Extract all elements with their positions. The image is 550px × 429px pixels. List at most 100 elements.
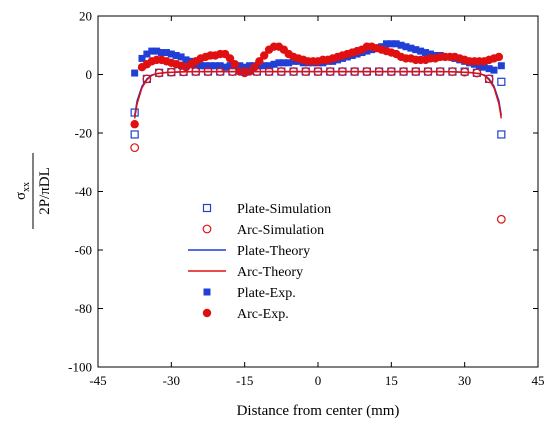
data-point-plate-exp: [197, 62, 205, 70]
data-point-plate-exp: [172, 51, 180, 59]
data-point-plate-exp: [226, 62, 234, 70]
data-point-plate-exp: [162, 49, 170, 57]
y-tick-label: -100: [68, 360, 92, 375]
y-tick-label: -20: [75, 126, 92, 141]
x-axis-title: Distance from center (mm): [237, 403, 400, 419]
data-point-plate-exp: [265, 62, 273, 70]
data-point-plate-exp: [182, 56, 190, 64]
y-axis-title-subscript: xx: [21, 182, 32, 192]
data-point-plate-exp: [143, 50, 151, 58]
data-point-plate-exp: [285, 59, 293, 67]
data-point-plate-exp: [485, 65, 493, 73]
data-point-plate-exp: [422, 49, 430, 57]
y-tick-label: 0: [86, 67, 93, 82]
data-point-plate-exp: [402, 43, 410, 51]
data-point-plate-exp: [148, 47, 156, 55]
data-point-plate-exp: [397, 41, 405, 49]
series-arc-simulation: [130, 67, 506, 224]
legend-label-arc-simulation: Arc-Simulation: [237, 223, 324, 238]
data-point-arc-exp: [494, 52, 504, 62]
data-point-plate-exp: [490, 66, 498, 74]
series-arc-theory: [133, 70, 503, 119]
data-point-plate-exp: [412, 46, 420, 54]
data-point-plate-exp: [246, 62, 254, 70]
data-point-plate-exp: [221, 63, 229, 71]
data-point-plate-exp: [290, 57, 298, 65]
data-point-plate-exp: [216, 62, 224, 70]
x-tick-label: -30: [163, 373, 180, 388]
data-point-plate-exp: [211, 62, 219, 70]
data-point-plate-exp: [417, 47, 425, 55]
y-tick-label: -60: [75, 243, 92, 258]
legend-item-arc-simulation: Arc-Simulation: [202, 223, 324, 238]
data-point-plate-exp: [475, 62, 483, 70]
y-axis-title-denominator: 2P/πDL: [37, 167, 53, 215]
legend-item-arc-theory: Arc-Theory: [188, 265, 303, 280]
data-point-plate-exp: [206, 62, 214, 70]
y-tick-label: -40: [75, 184, 92, 199]
series-line-arc-theory: [133, 70, 503, 119]
legend-item-plate-exp: Plate-Exp.: [203, 286, 296, 301]
legend-marker-arc-exp: [202, 308, 212, 318]
legend-label-arc-theory: Arc-Theory: [237, 265, 303, 280]
x-tick-label: -45: [89, 373, 106, 388]
data-point-plate-exp: [255, 62, 263, 70]
data-point-arc-simulation: [484, 74, 494, 84]
data-point-plate-exp: [153, 47, 161, 55]
data-point-plate-exp: [426, 50, 434, 58]
legend-label-plate-simulation: Plate-Simulation: [237, 202, 331, 217]
series-layer: [130, 40, 506, 224]
axes: -45 -30 -15 0 15 30 45 20 0 -20 -40 -60 -80 -100: [68, 9, 544, 389]
data-point-plate-exp: [497, 62, 505, 70]
data-point-arc-exp: [130, 120, 139, 129]
data-point-plate-exp: [167, 50, 175, 58]
y-tick-label: 20: [79, 9, 92, 24]
series-arc-exp: [130, 42, 504, 129]
series-plate-theory: [133, 70, 503, 116]
legend-item-plate-theory: Plate-Theory: [188, 244, 310, 259]
data-point-plate-exp: [280, 59, 288, 67]
x-tick-label: -15: [236, 373, 253, 388]
series-plate-simulation: [130, 67, 506, 139]
data-point-arc-exp: [260, 51, 269, 60]
data-point-plate-exp: [202, 62, 210, 70]
data-point-plate-exp: [275, 59, 283, 67]
data-point-plate-exp: [131, 69, 139, 77]
legend-marker-plate-simulation: [202, 203, 212, 213]
data-point-arc-exp: [255, 57, 264, 66]
data-point-plate-exp: [177, 53, 185, 61]
x-tick-label: 15: [385, 373, 398, 388]
legend-item-plate-simulation: Plate-Simulation: [202, 202, 331, 217]
legend-label-plate-theory: Plate-Theory: [237, 244, 310, 259]
x-tick-label: 0: [315, 373, 322, 388]
data-point-plate-exp: [407, 44, 415, 52]
y-axis-title-symbol: σ: [13, 192, 29, 200]
data-point-arc-simulation: [496, 214, 506, 224]
x-tick-label: 45: [532, 373, 545, 388]
legend-item-arc-exp: Arc-Exp.: [202, 307, 289, 322]
legend-label-arc-exp: Arc-Exp.: [237, 307, 289, 322]
data-point-arc-exp: [250, 62, 259, 72]
x-tick-label: 30: [458, 373, 471, 388]
data-point-plate-exp: [236, 62, 244, 70]
y-axis-title-numerator: σxx: [13, 182, 32, 200]
data-point-plate-exp: [260, 62, 268, 70]
data-point-plate-simulation: [130, 130, 139, 139]
data-point-plate-exp: [480, 63, 488, 71]
data-point-plate-simulation: [497, 130, 506, 139]
data-point-plate-exp: [363, 47, 371, 55]
series-line-plate-theory: [133, 70, 503, 116]
data-point-plate-exp: [387, 40, 395, 48]
data-point-plate-simulation: [497, 77, 506, 86]
data-point-arc-simulation: [130, 143, 140, 153]
y-axis-title: σxx 2P/πDL: [13, 153, 53, 229]
legend-marker-arc-simulation: [202, 224, 212, 234]
data-point-plate-exp: [158, 49, 166, 57]
y-tick-label: -80: [75, 301, 92, 316]
data-point-arc-exp: [230, 60, 240, 69]
legend-label-plate-exp: Plate-Exp.: [237, 286, 296, 301]
data-point-arc-simulation: [142, 74, 152, 84]
data-point-plate-exp: [382, 40, 390, 48]
legend: Plate-Simulation Arc-Simulation Plate-Theo…: [188, 202, 331, 322]
